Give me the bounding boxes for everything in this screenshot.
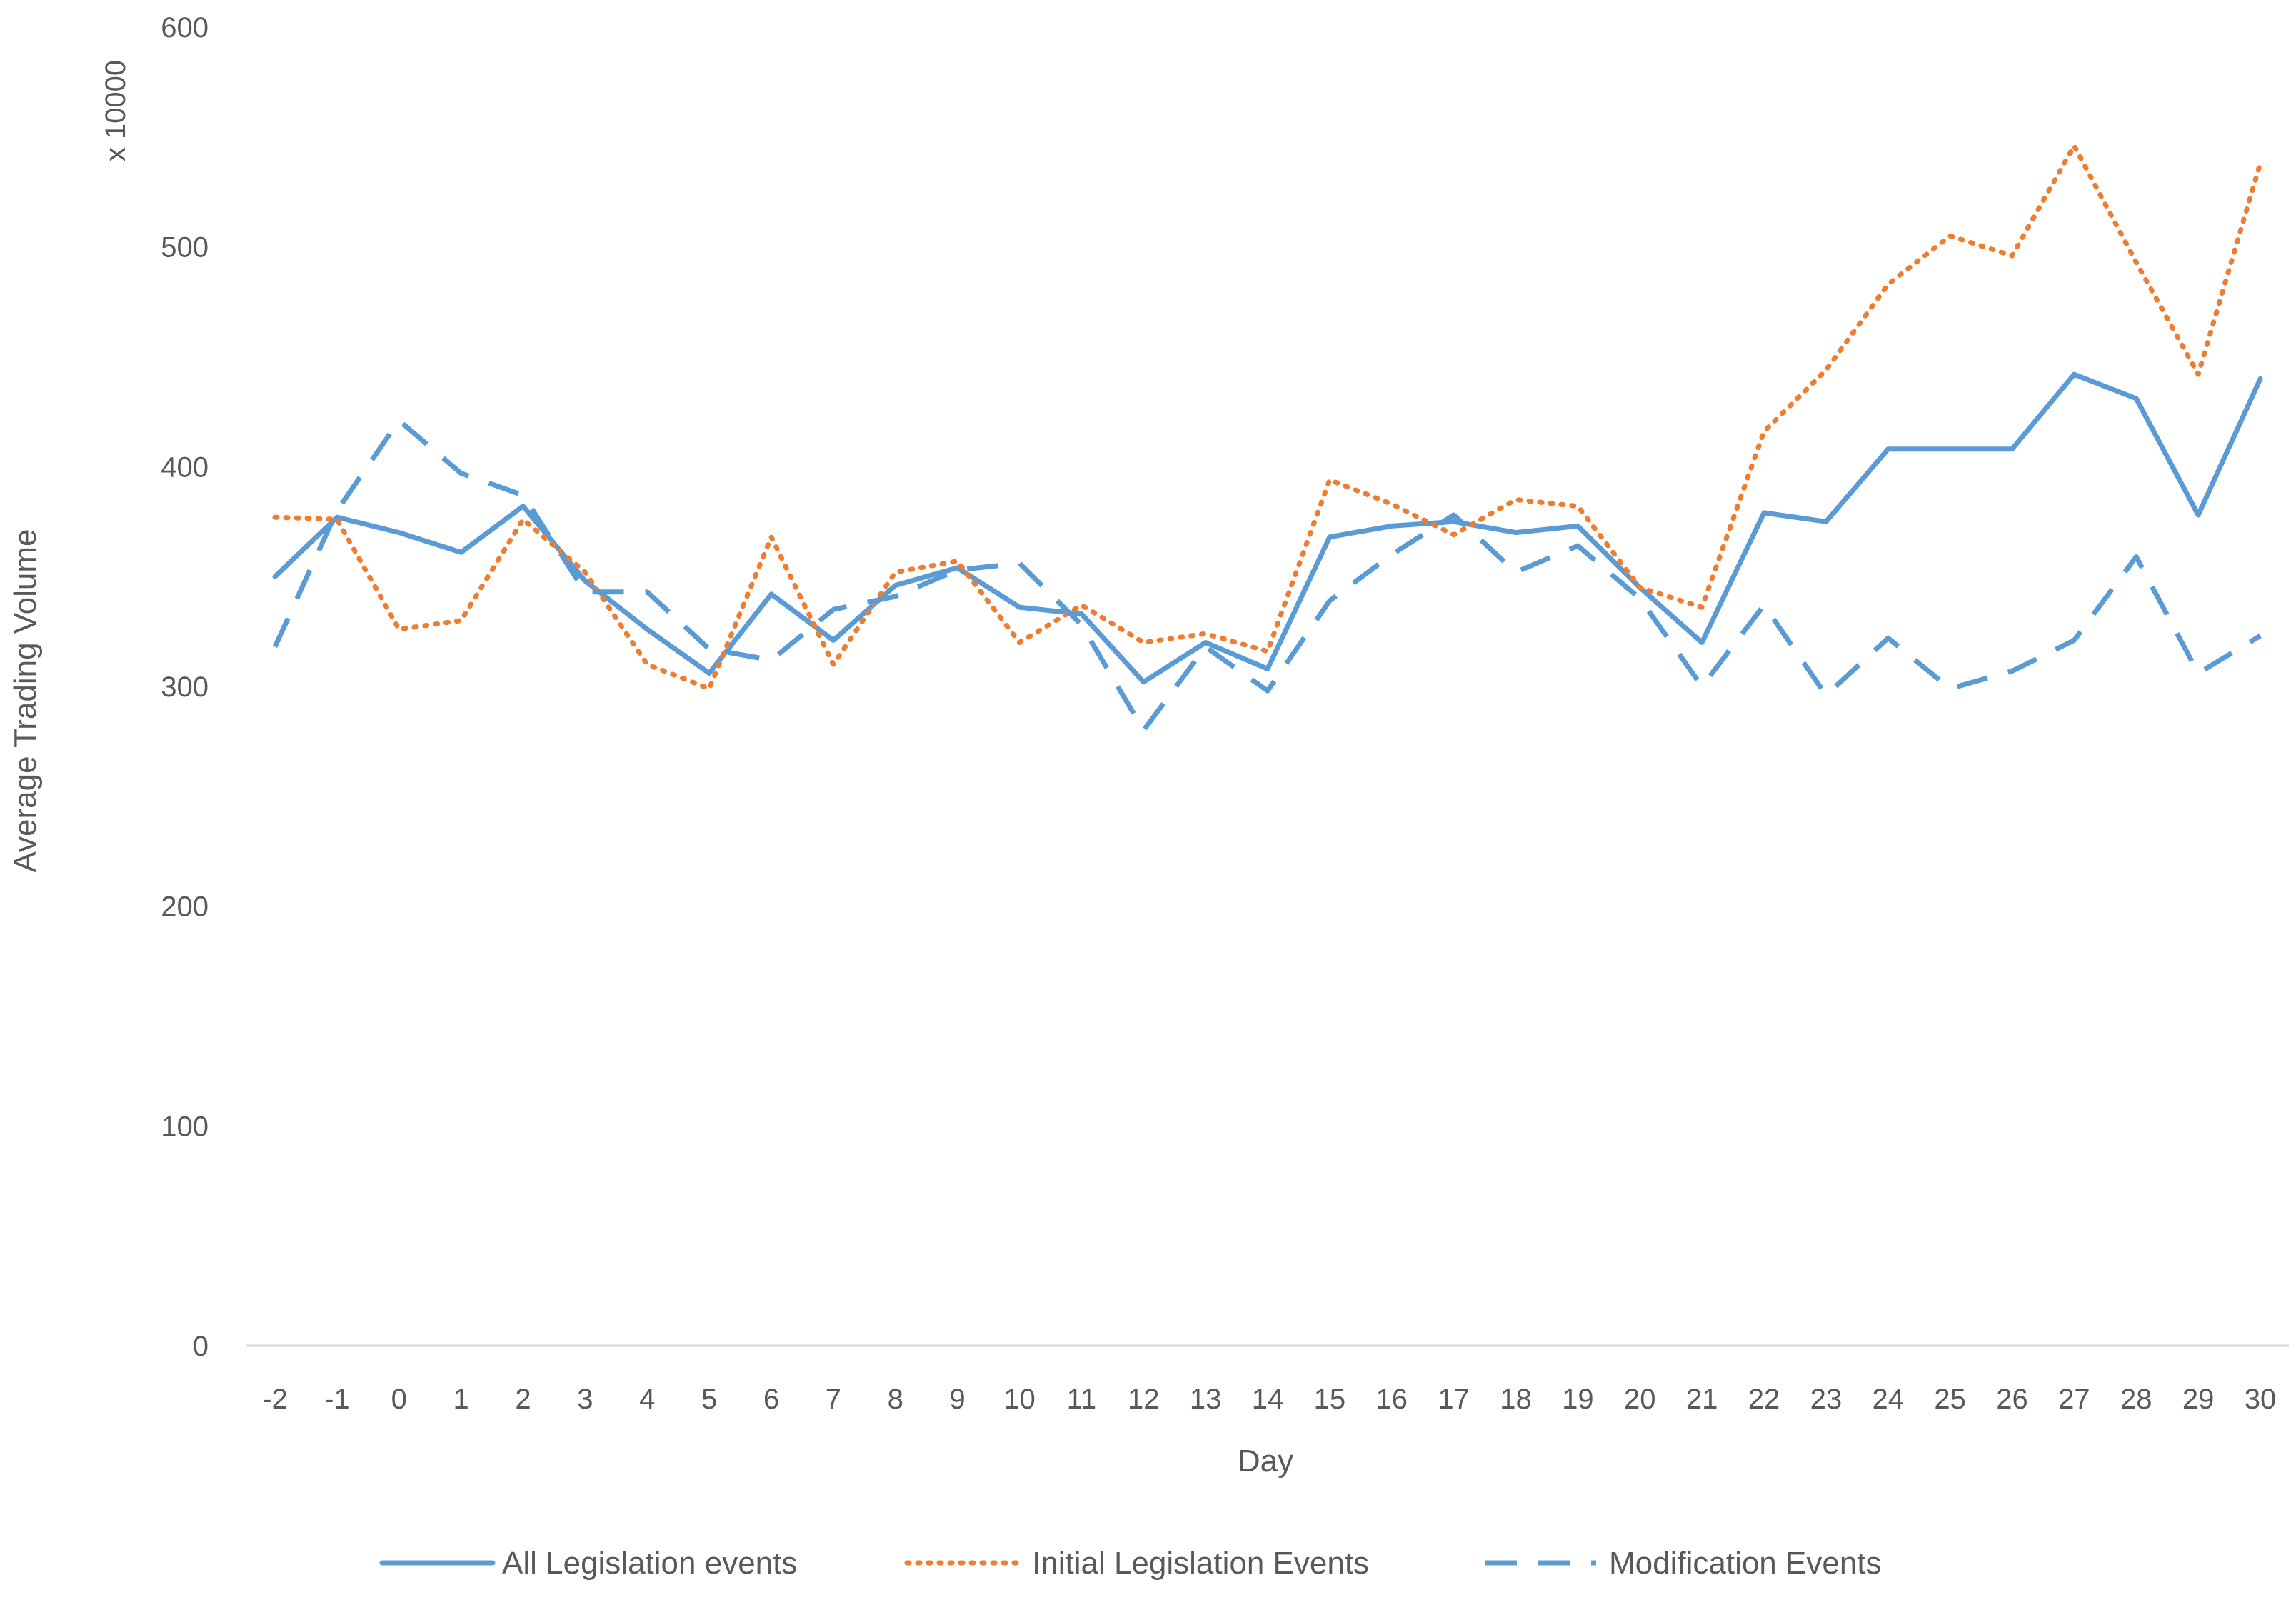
y-axis-title: Average Trading Volume bbox=[8, 529, 43, 872]
y-tick-label: 500 bbox=[161, 232, 209, 264]
y-tick-label: 100 bbox=[161, 1111, 209, 1142]
x-tick-label: 8 bbox=[888, 1384, 903, 1415]
legend-label: All Legislation events bbox=[502, 1546, 797, 1581]
legend-item: Modification Events bbox=[1485, 1546, 1882, 1581]
x-tick-label: 13 bbox=[1190, 1384, 1222, 1415]
legend-item: Initial Legislation Events bbox=[904, 1546, 1369, 1581]
x-tick-label: 24 bbox=[1873, 1384, 1905, 1415]
x-tick-label: 28 bbox=[2120, 1384, 2152, 1415]
series-line-3 bbox=[272, 418, 2262, 733]
series-line-2 bbox=[272, 143, 2263, 691]
x-tick-label: 0 bbox=[391, 1384, 407, 1415]
x-tick-label: -2 bbox=[262, 1384, 288, 1415]
x-tick-label: 5 bbox=[701, 1384, 717, 1415]
x-tick-label: -1 bbox=[324, 1384, 350, 1415]
x-tick-label: 4 bbox=[639, 1384, 655, 1415]
x-tick-label: 9 bbox=[950, 1384, 966, 1415]
x-tick-label: 11 bbox=[1067, 1384, 1097, 1415]
y-tick-label: 300 bbox=[161, 671, 209, 703]
x-tick-label: 6 bbox=[763, 1384, 779, 1415]
x-tick-label: 17 bbox=[1438, 1384, 1470, 1415]
x-tick-label: 30 bbox=[2245, 1384, 2277, 1415]
y-axis-unit-label: x 10000 bbox=[100, 60, 131, 161]
x-tick-label: 20 bbox=[1624, 1384, 1656, 1415]
legend-label: Initial Legislation Events bbox=[1032, 1546, 1369, 1581]
x-tick-label: 2 bbox=[515, 1384, 531, 1415]
x-tick-label: 22 bbox=[1748, 1384, 1780, 1415]
y-tick-label: 0 bbox=[193, 1331, 209, 1362]
x-tick-label: 18 bbox=[1500, 1384, 1532, 1415]
x-tick-label: 21 bbox=[1686, 1384, 1718, 1415]
x-tick-label: 10 bbox=[1003, 1384, 1036, 1415]
x-tick-label: 27 bbox=[2058, 1384, 2090, 1415]
x-tick-label: 12 bbox=[1128, 1384, 1160, 1415]
x-axis-title: Day bbox=[1238, 1444, 1293, 1479]
x-tick-label: 16 bbox=[1376, 1384, 1408, 1415]
y-tick-label: 400 bbox=[161, 451, 209, 483]
x-tick-label: 14 bbox=[1252, 1384, 1284, 1415]
x-tick-label: 15 bbox=[1314, 1384, 1346, 1415]
x-tick-label: 7 bbox=[826, 1384, 841, 1415]
x-tick-label: 1 bbox=[453, 1384, 469, 1415]
x-tick-label: 26 bbox=[1996, 1384, 2028, 1415]
x-tick-label: 23 bbox=[1810, 1384, 1843, 1415]
legend-item: All Legislation events bbox=[379, 1546, 797, 1581]
x-tick-label: 25 bbox=[1934, 1384, 1966, 1415]
y-tick-label: 200 bbox=[161, 891, 209, 923]
series-line-1 bbox=[272, 371, 2263, 685]
y-tick-label: 600 bbox=[161, 12, 209, 44]
x-tick-label: 29 bbox=[2182, 1384, 2215, 1415]
legend-label: Modification Events bbox=[1609, 1546, 1882, 1581]
x-tick-label: 19 bbox=[1562, 1384, 1594, 1415]
x-tick-label: 3 bbox=[577, 1384, 593, 1415]
